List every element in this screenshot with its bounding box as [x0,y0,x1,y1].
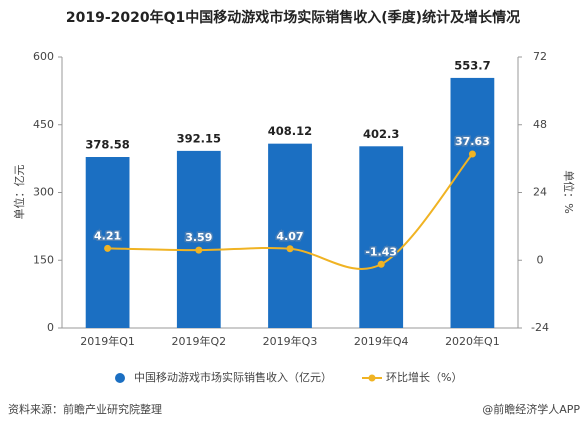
y-tick-label: 300 [33,186,54,199]
bar [268,143,312,328]
value-label: -1.43 [365,245,397,258]
line-point [104,244,112,252]
y2-tick-label: 24 [533,186,547,199]
x-tick-label: 2019年Q2 [171,334,226,348]
y2-tick-label: 0 [537,253,544,266]
value-label: 4.21 [94,229,121,242]
y-tick-label: 150 [33,253,54,266]
line-point [286,245,294,253]
y2-axis-label: 单位：% [562,170,576,213]
bar [450,77,495,328]
y2-tick-label: 48 [533,118,547,131]
line [107,153,474,270]
bar [85,157,130,328]
value-label: 3.59 [185,231,212,244]
legend-label: 环比增长（%） [386,370,462,384]
line-point [468,150,476,158]
y2-tick-label: 72 [533,50,547,63]
y-tick-label: 0 [47,321,54,334]
legend-marker [115,373,125,383]
value-label: 378.58 [85,138,129,152]
bar [359,146,404,328]
value-label: 553.7 [454,58,490,72]
chart-title: 2019-2020年Q1中国移动游戏市场实际销售收入(季度)统计及增长情况 [66,9,520,26]
value-label: 37.63 [455,135,490,148]
x-tick-label: 2019年Q3 [263,334,318,348]
legend-label: 中国移动游戏市场实际销售收入（亿元） [134,370,332,384]
legend-marker [368,374,376,382]
credit: @前瞻经济学人APP [482,402,580,416]
value-label: 408.12 [268,124,312,138]
line-point [195,246,203,254]
y-tick-label: 600 [33,50,54,63]
y-tick-label: 450 [33,118,54,131]
value-label: 4.07 [276,230,303,243]
bar [176,150,221,328]
source: 资料来源：前瞻产业研究院整理 [8,402,162,416]
value-label: 392.15 [177,131,221,145]
value-label: 402.3 [363,127,399,141]
x-tick-label: 2019年Q4 [354,334,409,348]
y2-tick-label: -24 [531,321,549,334]
x-tick-label: 2019年Q1 [80,334,135,348]
x-tick-label: 2020年Q1 [445,334,500,348]
line-point [377,260,385,268]
y-axis-label: 单位：亿元 [12,165,26,220]
